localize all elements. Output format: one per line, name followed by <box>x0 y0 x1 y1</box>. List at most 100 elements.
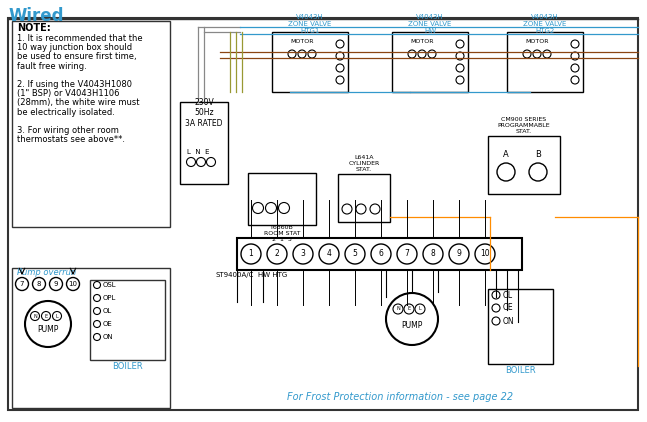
Bar <box>392 32 468 92</box>
Circle shape <box>267 244 287 264</box>
Text: E: E <box>45 314 48 319</box>
Circle shape <box>456 64 464 72</box>
Text: 2: 2 <box>274 249 280 259</box>
Circle shape <box>94 320 100 327</box>
Circle shape <box>30 311 39 320</box>
Text: PUMP: PUMP <box>401 320 422 330</box>
Text: L: L <box>56 314 58 319</box>
Circle shape <box>492 317 500 325</box>
Text: 5: 5 <box>353 249 357 259</box>
Circle shape <box>571 52 579 60</box>
Circle shape <box>50 278 63 290</box>
Circle shape <box>94 333 100 341</box>
Bar <box>237 238 522 270</box>
Text: OL: OL <box>103 308 112 314</box>
Text: ON: ON <box>103 334 114 340</box>
Text: OL: OL <box>503 290 513 300</box>
Text: L: L <box>419 306 421 311</box>
Circle shape <box>428 50 436 58</box>
Circle shape <box>94 281 100 289</box>
Circle shape <box>492 291 500 299</box>
Text: For Frost Protection information - see page 22: For Frost Protection information - see p… <box>287 392 513 402</box>
Text: 8: 8 <box>37 281 41 287</box>
Circle shape <box>404 304 414 314</box>
Text: 230V
50Hz
3A RATED: 230V 50Hz 3A RATED <box>185 98 223 128</box>
Text: (28mm), the white wire must: (28mm), the white wire must <box>17 98 140 108</box>
Circle shape <box>94 308 100 314</box>
Circle shape <box>336 40 344 48</box>
Text: V4043H
ZONE VALVE
HTG1: V4043H ZONE VALVE HTG1 <box>289 14 332 34</box>
Circle shape <box>415 304 425 314</box>
Text: 6: 6 <box>378 249 384 259</box>
Circle shape <box>456 52 464 60</box>
Circle shape <box>25 301 71 347</box>
Circle shape <box>533 50 541 58</box>
Text: 9: 9 <box>54 281 58 287</box>
Text: be used to ensure first time,: be used to ensure first time, <box>17 52 137 61</box>
Circle shape <box>497 163 515 181</box>
Circle shape <box>241 244 261 264</box>
Circle shape <box>278 203 289 214</box>
Bar <box>488 289 553 364</box>
Text: NOTE:: NOTE: <box>17 23 50 33</box>
Circle shape <box>265 203 276 214</box>
Circle shape <box>475 244 495 264</box>
Circle shape <box>423 244 443 264</box>
Text: 7: 7 <box>404 249 410 259</box>
Text: (1" BSP) or V4043H1106: (1" BSP) or V4043H1106 <box>17 89 120 98</box>
Circle shape <box>52 311 61 320</box>
Circle shape <box>308 50 316 58</box>
Text: N: N <box>396 306 400 311</box>
Text: 7: 7 <box>20 281 24 287</box>
Text: E: E <box>408 306 411 311</box>
Circle shape <box>456 40 464 48</box>
Circle shape <box>186 157 195 167</box>
Bar <box>12 21 170 227</box>
Circle shape <box>336 52 344 60</box>
Text: 2. If using the V4043H1080: 2. If using the V4043H1080 <box>17 80 132 89</box>
Bar <box>338 174 390 222</box>
Text: V4043H
ZONE VALVE
HW: V4043H ZONE VALVE HW <box>408 14 452 34</box>
Circle shape <box>345 244 365 264</box>
Circle shape <box>252 203 263 214</box>
Bar <box>180 102 228 184</box>
Circle shape <box>523 50 531 58</box>
Text: BOILER: BOILER <box>112 362 142 371</box>
Text: 10: 10 <box>480 249 490 259</box>
Text: 1. It is recommended that the: 1. It is recommended that the <box>17 34 142 43</box>
Text: be electrically isolated.: be electrically isolated. <box>17 108 115 116</box>
Circle shape <box>543 50 551 58</box>
Circle shape <box>41 311 50 320</box>
Circle shape <box>298 50 306 58</box>
Text: MOTOR: MOTOR <box>410 39 433 44</box>
Circle shape <box>571 40 579 48</box>
Circle shape <box>336 76 344 84</box>
Bar <box>12 268 170 408</box>
Bar <box>248 173 316 225</box>
Text: 10: 10 <box>69 281 78 287</box>
Text: Wired: Wired <box>8 7 63 25</box>
Circle shape <box>94 295 100 301</box>
Circle shape <box>393 304 403 314</box>
Circle shape <box>370 204 380 214</box>
Text: CM900 SERIES
PROGRAMMABLE
STAT.: CM900 SERIES PROGRAMMABLE STAT. <box>498 117 551 134</box>
Text: 4: 4 <box>327 249 331 259</box>
Text: OE: OE <box>503 303 514 313</box>
Text: OE: OE <box>103 321 113 327</box>
Text: 3. For wiring other room: 3. For wiring other room <box>17 126 119 135</box>
Text: A: A <box>503 149 509 159</box>
Text: OSL: OSL <box>103 282 116 288</box>
Text: OPL: OPL <box>103 295 116 301</box>
Text: MOTOR: MOTOR <box>525 39 549 44</box>
Circle shape <box>16 278 28 290</box>
Text: L  N  E: L N E <box>187 149 210 155</box>
Circle shape <box>197 157 206 167</box>
Text: ON: ON <box>503 316 514 325</box>
Text: ST9400A/C: ST9400A/C <box>215 272 254 278</box>
Circle shape <box>206 157 215 167</box>
Text: 10 way junction box should: 10 way junction box should <box>17 43 132 52</box>
Text: HW HTG: HW HTG <box>258 272 287 278</box>
Text: N: N <box>33 314 37 319</box>
Circle shape <box>571 64 579 72</box>
Bar <box>488 136 560 194</box>
